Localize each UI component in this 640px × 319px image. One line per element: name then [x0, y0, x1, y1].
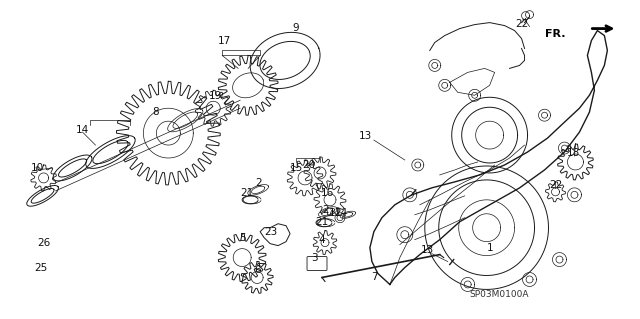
Text: 5: 5 — [239, 233, 246, 243]
Text: 8: 8 — [152, 107, 159, 117]
Text: 24: 24 — [334, 208, 348, 218]
Text: 21: 21 — [316, 217, 328, 227]
Text: 13: 13 — [421, 245, 435, 255]
Text: 2: 2 — [255, 178, 262, 188]
Text: 3: 3 — [310, 253, 317, 263]
Text: 4: 4 — [319, 235, 325, 245]
Text: 14: 14 — [76, 125, 89, 135]
Text: 1: 1 — [486, 243, 493, 253]
Text: 22: 22 — [515, 19, 528, 29]
Text: 25: 25 — [34, 263, 47, 272]
Text: 22: 22 — [549, 180, 562, 190]
Text: 26: 26 — [37, 238, 50, 248]
Text: 23: 23 — [264, 227, 278, 237]
Text: 16: 16 — [321, 188, 333, 198]
Text: 6: 6 — [254, 264, 260, 275]
Text: 10: 10 — [31, 163, 44, 173]
Text: 13: 13 — [359, 131, 372, 141]
Text: 18: 18 — [567, 148, 580, 158]
Text: 21: 21 — [241, 188, 254, 198]
Text: 15: 15 — [289, 163, 303, 173]
Text: 9: 9 — [292, 23, 300, 33]
Text: 19: 19 — [209, 91, 222, 101]
Text: SP03M0100A: SP03M0100A — [470, 290, 529, 299]
Text: 7: 7 — [372, 272, 378, 283]
Text: 11: 11 — [328, 208, 342, 218]
Text: 17: 17 — [218, 35, 231, 46]
Text: 20: 20 — [303, 160, 316, 170]
Text: 2: 2 — [323, 205, 330, 215]
Text: FR.: FR. — [545, 29, 565, 39]
